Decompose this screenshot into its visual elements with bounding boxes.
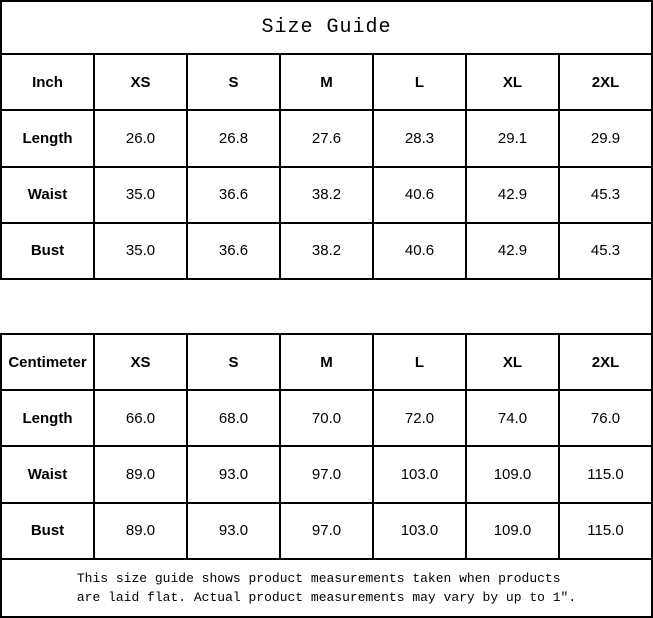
unit-header-inch: Inch — [0, 53, 95, 112]
cm-waist-row: Waist 89.0 93.0 97.0 103.0 109.0 115.0 — [0, 445, 653, 504]
size-column-header-xl: XL — [465, 53, 560, 112]
measurement-value: 66.0 — [93, 389, 188, 448]
measurement-value: 109.0 — [465, 501, 560, 560]
measurement-value: 72.0 — [372, 389, 467, 448]
measurement-value: 35.0 — [93, 165, 188, 224]
size-column-header-2xl: 2XL — [558, 53, 653, 112]
measurement-value: 36.6 — [186, 221, 281, 280]
footer-note: This size guide shows product measuremen… — [0, 557, 653, 618]
cm-header-row: Centimeter XS S M L XL 2XL — [0, 333, 653, 392]
measurement-value: 103.0 — [372, 445, 467, 504]
inch-header-row: Inch XS S M L XL 2XL — [0, 53, 653, 112]
size-column-header-l: L — [372, 333, 467, 392]
size-column-header-xl: XL — [465, 333, 560, 392]
measurement-value: 97.0 — [279, 501, 374, 560]
measurement-value: 115.0 — [558, 501, 653, 560]
measurement-value: 27.6 — [279, 109, 374, 168]
inch-waist-row: Waist 35.0 36.6 38.2 40.6 42.9 45.3 — [0, 165, 653, 224]
measurement-value: 93.0 — [186, 501, 281, 560]
measurement-value: 76.0 — [558, 389, 653, 448]
measurement-value: 38.2 — [279, 221, 374, 280]
measurement-value: 28.3 — [372, 109, 467, 168]
measurement-label: Waist — [0, 165, 95, 224]
unit-header-centimeter: Centimeter — [0, 333, 95, 392]
page-title: Size Guide — [0, 0, 653, 56]
size-column-header-l: L — [372, 53, 467, 112]
footer-note-text: This size guide shows product measuremen… — [77, 569, 576, 607]
measurement-value: 97.0 — [279, 445, 374, 504]
size-column-header-xs: XS — [93, 333, 188, 392]
measurement-value: 26.0 — [93, 109, 188, 168]
size-column-header-2xl: 2XL — [558, 333, 653, 392]
measurement-value: 68.0 — [186, 389, 281, 448]
measurement-value: 40.6 — [372, 165, 467, 224]
measurement-value: 45.3 — [558, 221, 653, 280]
table-spacer — [1, 277, 653, 336]
table-spacer-row — [1, 277, 653, 336]
cm-length-row: Length 66.0 68.0 70.0 72.0 74.0 76.0 — [0, 389, 653, 448]
measurement-value: 45.3 — [558, 165, 653, 224]
size-column-header-m: M — [279, 333, 374, 392]
measurement-label: Waist — [0, 445, 95, 504]
size-column-header-s: S — [186, 53, 281, 112]
size-column-header-s: S — [186, 333, 281, 392]
inch-bust-row: Bust 35.0 36.6 38.2 40.6 42.9 45.3 — [0, 221, 653, 280]
cm-bust-row: Bust 89.0 93.0 97.0 103.0 109.0 115.0 — [0, 501, 653, 560]
measurement-value: 42.9 — [465, 165, 560, 224]
measurement-value: 89.0 — [93, 445, 188, 504]
measurement-value: 74.0 — [465, 389, 560, 448]
measurement-value: 109.0 — [465, 445, 560, 504]
measurement-value: 89.0 — [93, 501, 188, 560]
measurement-value: 40.6 — [372, 221, 467, 280]
measurement-value: 93.0 — [186, 445, 281, 504]
measurement-value: 26.8 — [186, 109, 281, 168]
title-row: Size Guide — [0, 0, 653, 56]
measurement-value: 38.2 — [279, 165, 374, 224]
measurement-label: Length — [0, 389, 95, 448]
measurement-value: 103.0 — [372, 501, 467, 560]
measurement-label: Bust — [0, 221, 95, 280]
measurement-value: 42.9 — [465, 221, 560, 280]
measurement-label: Bust — [0, 501, 95, 560]
measurement-value: 70.0 — [279, 389, 374, 448]
size-column-header-xs: XS — [93, 53, 188, 112]
inch-length-row: Length 26.0 26.8 27.6 28.3 29.1 29.9 — [0, 109, 653, 168]
measurement-value: 36.6 — [186, 165, 281, 224]
footer-note-line2: are laid flat. Actual product measuremen… — [76, 589, 577, 605]
footer-row: This size guide shows product measuremen… — [0, 557, 653, 618]
measurement-value: 35.0 — [93, 221, 188, 280]
measurement-value: 115.0 — [558, 445, 653, 504]
measurement-value: 29.9 — [558, 109, 653, 168]
measurement-value: 29.1 — [465, 109, 560, 168]
size-column-header-m: M — [279, 53, 374, 112]
footer-note-line1: This size guide shows product measuremen… — [76, 570, 561, 586]
measurement-label: Length — [0, 109, 95, 168]
